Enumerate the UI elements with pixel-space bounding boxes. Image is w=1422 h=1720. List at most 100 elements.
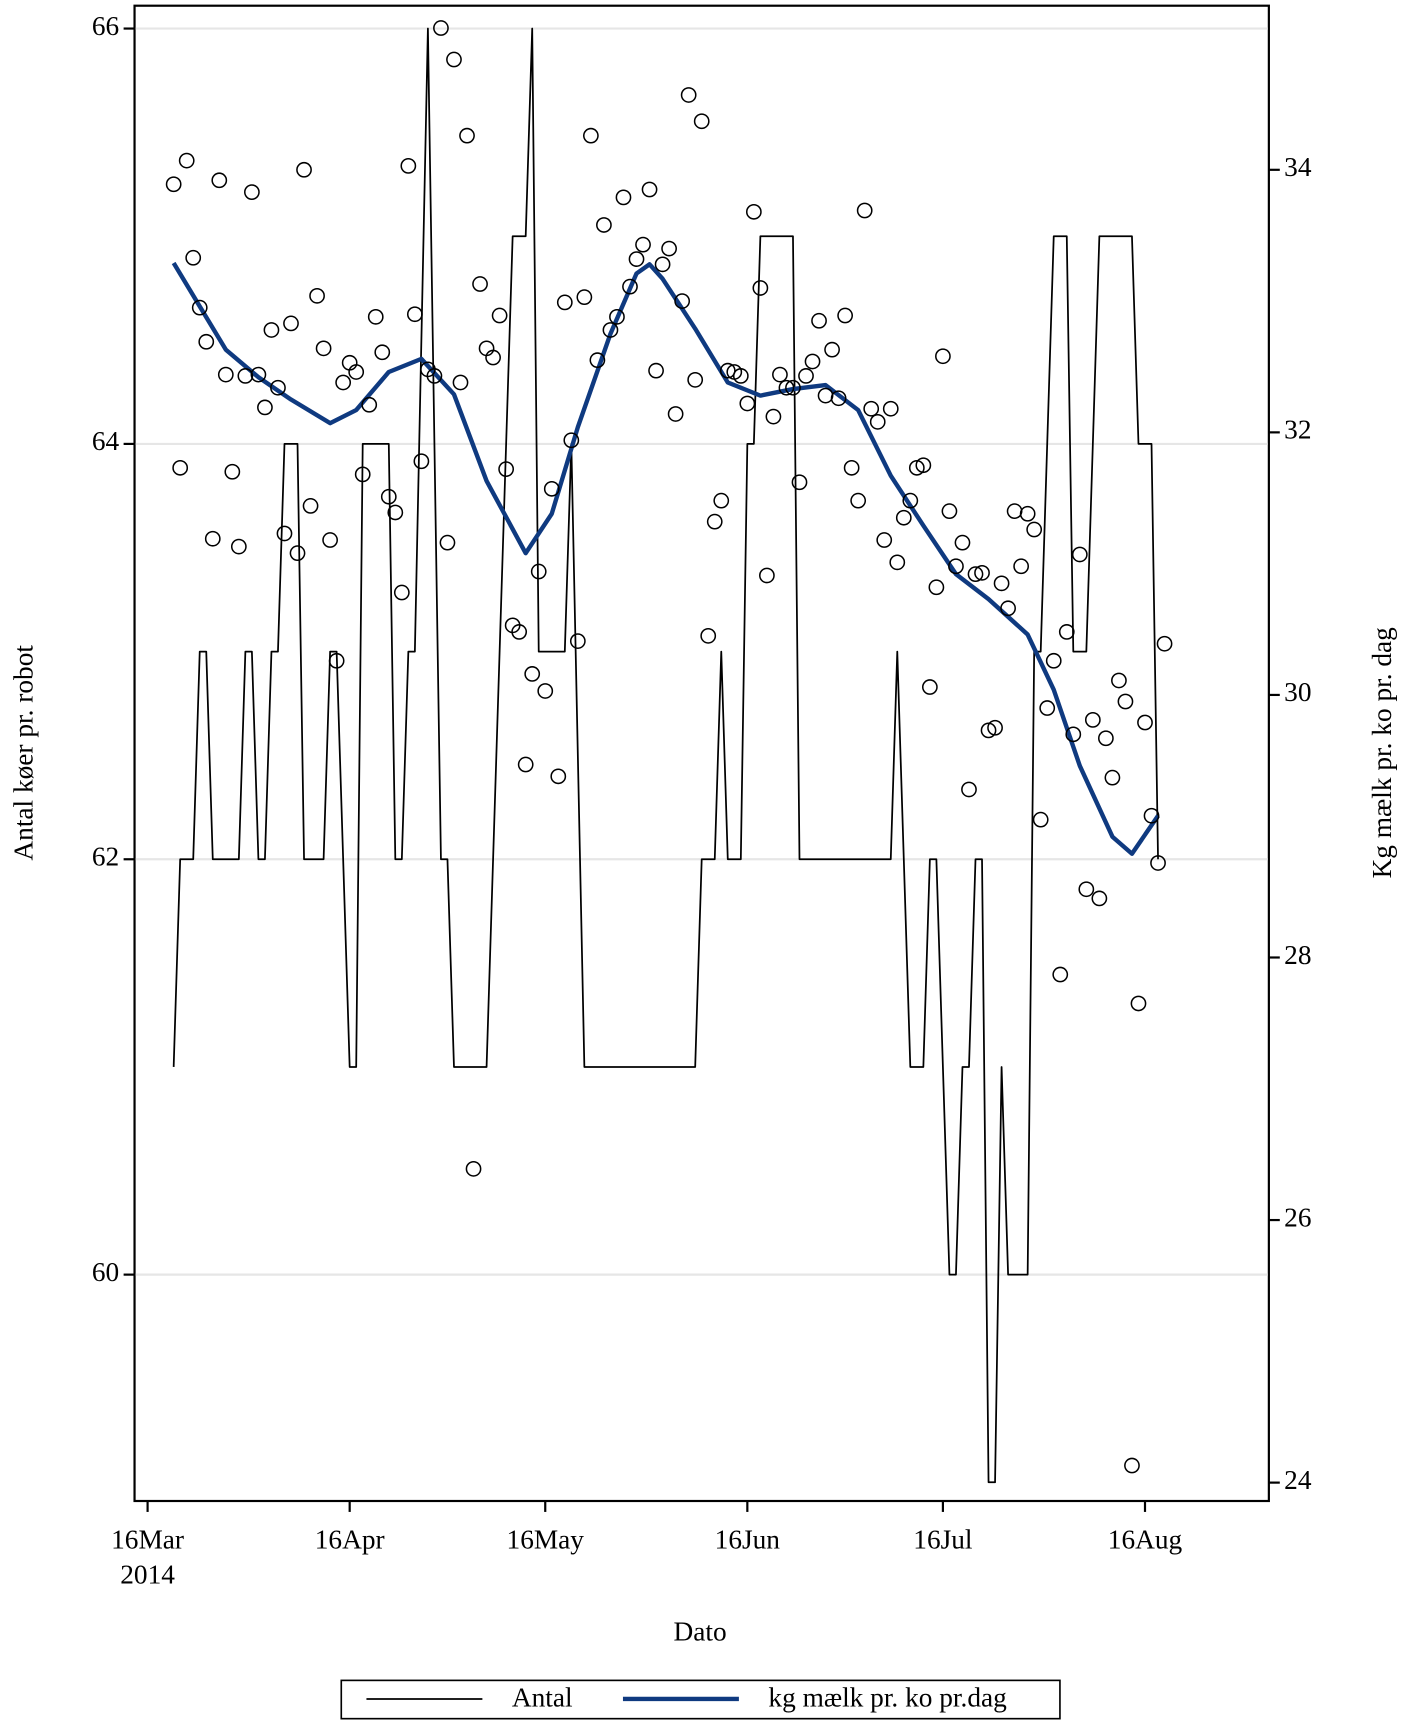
y2-axis-label: Kg mælk pr. ko pr. dag — [1367, 627, 1397, 879]
scatter-point — [1000, 600, 1016, 617]
scatter-point — [315, 340, 332, 357]
y2-tick-label: 30 — [1284, 677, 1311, 707]
scatter-point — [569, 633, 586, 649]
y-tick-label: 62 — [92, 842, 119, 872]
scatter-point — [1156, 635, 1173, 652]
scatter-point — [804, 353, 821, 370]
scatter-point — [1006, 503, 1023, 520]
scatter-point — [583, 127, 599, 144]
scatter-point — [948, 558, 964, 575]
scatter-point — [244, 184, 260, 201]
scatter-point — [648, 362, 664, 379]
scatter-point — [198, 333, 215, 350]
scatter-point — [602, 322, 619, 338]
x-tick-label: 16Aug — [1108, 1525, 1183, 1555]
scatter-point — [172, 459, 189, 476]
x-tick-label: 16Jul — [913, 1525, 973, 1555]
scatter-point — [309, 287, 325, 304]
y2-tick-label: 32 — [1284, 415, 1311, 445]
scatter-point — [967, 566, 984, 583]
scatter-point — [961, 781, 977, 798]
scatter-point — [211, 172, 228, 189]
scatter-point — [530, 563, 547, 580]
legend-label: Antal — [512, 1682, 573, 1712]
scatter-point — [446, 51, 462, 68]
scatter-point — [1111, 672, 1127, 689]
scatter-point — [556, 294, 573, 311]
scatter-point — [204, 530, 221, 547]
scatter-point — [850, 492, 867, 509]
scatter-point — [224, 463, 241, 480]
scatter-point — [354, 466, 371, 483]
scatter-point — [615, 189, 632, 206]
scatter-point — [1137, 714, 1153, 731]
scatter-point — [902, 492, 919, 509]
scatter-point — [380, 488, 397, 505]
scatter-point — [1039, 700, 1056, 716]
scatter-point — [1104, 769, 1121, 786]
x-axis-label: Dato — [673, 1617, 726, 1647]
x-tick-label: 16Mar 2014 — [111, 1525, 184, 1590]
scatter-point — [1013, 558, 1030, 575]
scatter-point — [993, 575, 1010, 592]
scatter-point — [1026, 521, 1043, 538]
scatter-point — [289, 545, 306, 562]
scatter-point — [1143, 807, 1160, 824]
scatter-point — [465, 1160, 482, 1177]
scatter-point — [1130, 995, 1147, 1012]
y2-tick-label: 28 — [1284, 940, 1311, 970]
scatter-point — [276, 525, 293, 542]
scatter-point — [517, 756, 534, 773]
scatter-point — [772, 366, 788, 383]
scatter-point — [1084, 711, 1101, 728]
scatter-point — [426, 368, 443, 384]
scatter-point — [974, 564, 990, 581]
scatter-point — [563, 432, 580, 449]
y2-tick-label: 26 — [1284, 1202, 1311, 1232]
scatter-point — [230, 538, 247, 555]
scatter-point — [908, 459, 925, 476]
scatter-point — [863, 400, 880, 417]
scatter-point — [498, 461, 515, 478]
scatter-point — [635, 236, 651, 253]
scatter-point — [1065, 726, 1082, 743]
plot-frame — [133, 4, 1270, 1503]
scatter-point — [178, 152, 195, 169]
scatter-point — [895, 509, 912, 526]
scatter-point — [1091, 890, 1108, 907]
scatter-point — [185, 249, 202, 266]
scatter-point — [609, 308, 625, 325]
scatter-point — [367, 308, 384, 325]
y-axis-label: Antal køer pr. robot — [9, 645, 39, 861]
scatter-point — [387, 504, 404, 521]
scatter-point — [785, 379, 801, 396]
scatter-point — [237, 368, 254, 384]
y-tick-label: 64 — [92, 426, 120, 456]
scatter-point — [1058, 624, 1075, 640]
scatter-point — [550, 768, 567, 785]
legend-label: kg mælk pr. ko pr.dag — [768, 1682, 1007, 1712]
scatter-point — [263, 322, 280, 338]
scatter-point — [348, 364, 365, 380]
scatter-point — [928, 579, 945, 596]
scatter-point — [667, 406, 684, 422]
scatter-point — [217, 366, 234, 383]
scatter-point — [576, 289, 593, 306]
scatter-point — [406, 306, 423, 323]
scatter-point — [400, 157, 417, 174]
scatter-point — [921, 679, 938, 695]
scatter-point — [335, 374, 352, 391]
scatter-point — [824, 341, 840, 358]
scatter-point — [876, 532, 893, 548]
scatter-point — [1071, 546, 1088, 563]
y-tick-label: 66 — [92, 11, 119, 41]
scatter-point — [1032, 811, 1049, 828]
scatter-point — [752, 280, 769, 296]
scatter-point — [322, 532, 338, 548]
scatter-point — [798, 368, 814, 384]
scatter-point — [361, 396, 378, 413]
scatter-point — [817, 387, 834, 404]
scatter-point — [661, 240, 677, 257]
scatter-point — [472, 276, 488, 292]
scatter-point — [596, 217, 612, 233]
